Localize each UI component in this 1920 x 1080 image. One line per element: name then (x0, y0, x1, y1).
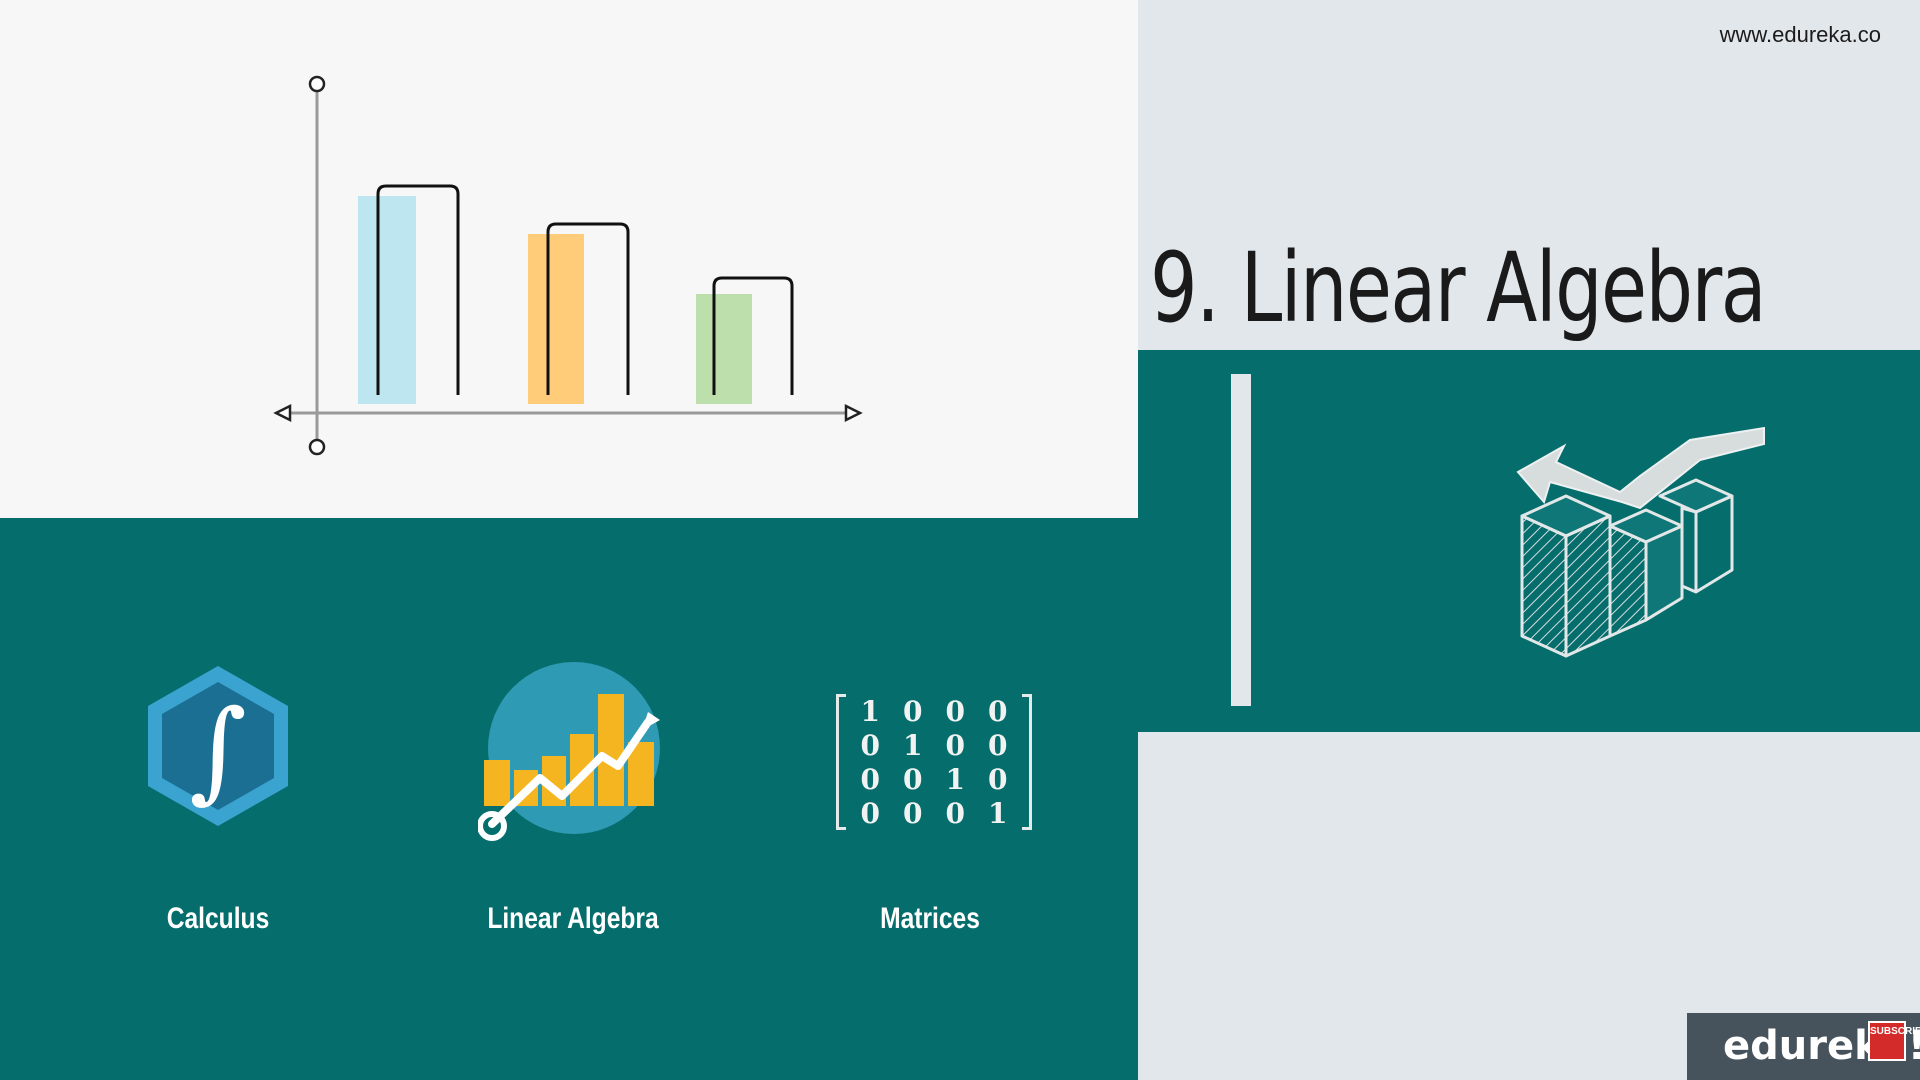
axis-top-dot (308, 75, 326, 93)
matrix-cell: 0 (945, 728, 965, 762)
topic-label-calculus: Calculus (166, 902, 270, 935)
matrix-cell: 1 (988, 796, 1008, 830)
matrix-row: 0 0 1 0 (839, 762, 1029, 796)
accent-bar (1231, 374, 1251, 706)
bar-blue-fill (358, 196, 416, 404)
matrix-cell: 0 (945, 796, 965, 830)
matrix-row: 0 1 0 0 (839, 728, 1029, 762)
matrix-cell: 0 (903, 762, 923, 796)
svg-text:∫: ∫ (189, 686, 246, 814)
topic-label-linear-algebra: Linear Algebra (487, 902, 659, 935)
identity-matrix-icon: 1 0 0 0 0 1 0 0 0 0 1 0 0 0 0 1 (836, 694, 1032, 830)
matrix-cell: 0 (860, 728, 880, 762)
subscribe-label: SUBSCRIBE (1870, 1026, 1920, 1037)
matrix-row: 1 0 0 0 (839, 694, 1029, 728)
matrix-cell: 0 (945, 694, 965, 728)
axis-bottom-dot (308, 438, 326, 456)
matrix-cell: 0 (988, 728, 1008, 762)
axis-right-arrow (844, 403, 863, 423)
matrix-cell: 1 (903, 728, 923, 762)
matrix-cell: 0 (860, 762, 880, 796)
matrix-cell: 0 (988, 762, 1008, 796)
edureka-logo[interactable]: edureka! SUBSCRIBE (1687, 1013, 1920, 1080)
topic-label-matrices: Matrices (880, 902, 980, 935)
bar-chart-illustration (273, 75, 863, 456)
matrix-cell: 1 (945, 762, 965, 796)
subscribe-button[interactable]: SUBSCRIBE (1868, 1021, 1920, 1061)
site-url[interactable]: www.edureka.co (1719, 22, 1881, 47)
growth-chart-icon (478, 662, 660, 841)
matrix-row: 0 0 0 1 (839, 796, 1029, 830)
slide-title: 9. Linear Algebra (1150, 232, 1767, 344)
matrix-cell: 1 (860, 694, 880, 728)
bar-orange-fill (528, 234, 584, 404)
title-panel (1138, 0, 1920, 350)
matrix-cell: 0 (903, 694, 923, 728)
bar-blue-outline (376, 184, 460, 395)
matrix-cell: 0 (903, 796, 923, 830)
bar-green-outline (712, 276, 794, 395)
bar-green-fill (696, 294, 752, 404)
isometric-blocks-arrow-icon (1516, 426, 1765, 658)
integral-hexagon-icon: ∫ (148, 666, 288, 826)
axis-left-arrow (273, 403, 292, 423)
matrix-cell: 0 (988, 694, 1008, 728)
bar-orange-outline (546, 222, 630, 395)
matrix-cell: 0 (860, 796, 880, 830)
